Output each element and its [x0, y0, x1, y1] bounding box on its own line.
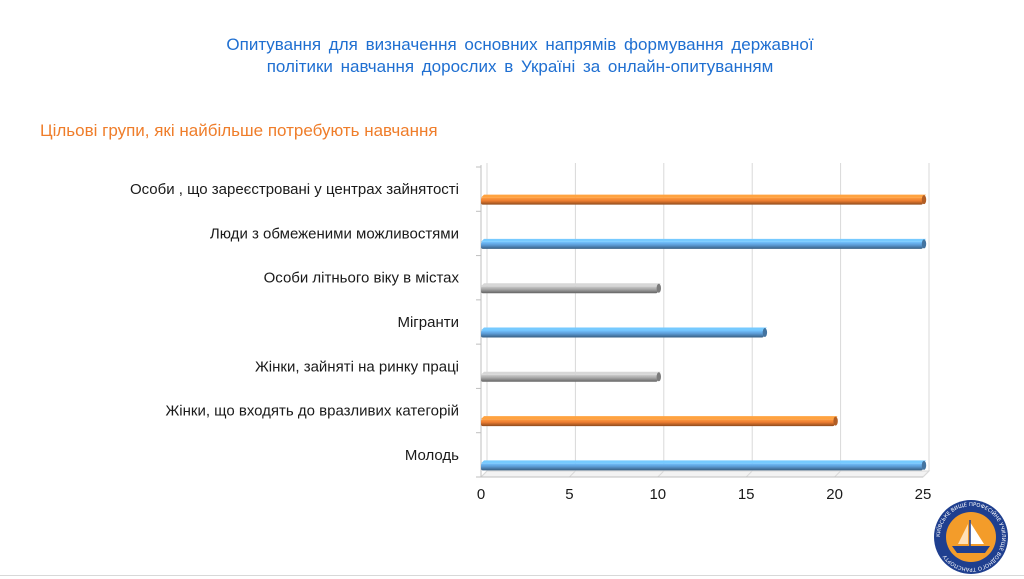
category-label: Молодь — [405, 447, 459, 464]
bar-top-face — [481, 371, 661, 375]
bar-end-cap — [921, 195, 927, 205]
x-tick-label: 20 — [826, 486, 843, 503]
bar-end-cap — [656, 283, 661, 293]
bar-top-face — [481, 238, 926, 242]
bar-top-face — [481, 194, 926, 198]
chart-subtitle: Цільові групи, які найбільше потребують … — [40, 121, 438, 140]
gridline-depth — [657, 470, 665, 478]
school-logo: КИЇВСЬКЕ ВИЩЕ ПРОФЕСІЙНЕ УЧИЛИЩЕ ВОДНОГО… — [934, 500, 1008, 574]
sail-icon — [970, 522, 984, 544]
bar — [481, 286, 658, 294]
chart-floor — [479, 470, 931, 478]
footer-divider — [0, 575, 1024, 576]
bar-chart: Особи , що зареєстровані у центрах зайня… — [130, 163, 932, 503]
x-tick-label: 15 — [738, 486, 755, 503]
bar-end-cap — [833, 416, 838, 426]
bar-end-cap — [656, 372, 661, 382]
title-line-2: політики навчання дорослих в Україні за … — [266, 57, 774, 76]
bar — [481, 197, 923, 205]
bar — [481, 330, 764, 338]
bar-end-cap — [921, 239, 927, 249]
bar-end-cap — [921, 460, 927, 470]
category-label: Жінки, що входять до вразливих категорій — [165, 403, 459, 420]
page-title: Опитування для визначення основних напря… — [120, 34, 920, 78]
x-tick-label: 25 — [915, 486, 932, 503]
bar — [481, 463, 923, 471]
category-label: Люди з обмеженими можливостями — [210, 225, 459, 242]
x-tick-label: 0 — [477, 486, 485, 503]
category-label: Особи літнього віку в містах — [264, 270, 460, 287]
bar — [481, 419, 835, 427]
category-label: Мігранти — [397, 314, 459, 331]
gridline-depth — [745, 470, 753, 478]
category-label: Жінки, зайняті на ринку праці — [255, 358, 459, 375]
bar — [481, 374, 658, 382]
gridline-depth — [922, 470, 930, 478]
bar-top-face — [481, 416, 838, 420]
x-tick-label: 5 — [565, 486, 573, 503]
bar-top-face — [481, 283, 661, 287]
x-tick-label: 10 — [649, 486, 666, 503]
ship-icon — [952, 546, 990, 553]
title-line-1: Опитування для визначення основних напря… — [226, 35, 814, 54]
bar-end-cap — [762, 328, 768, 337]
bar-top-face — [481, 327, 767, 331]
gridline-depth — [480, 470, 488, 478]
gridline-depth — [569, 470, 576, 478]
category-label: Особи , що зареєстровані у центрах зайня… — [130, 181, 459, 198]
bar-top-face — [481, 460, 926, 464]
gridline-depth — [834, 470, 841, 478]
bar — [481, 241, 923, 249]
